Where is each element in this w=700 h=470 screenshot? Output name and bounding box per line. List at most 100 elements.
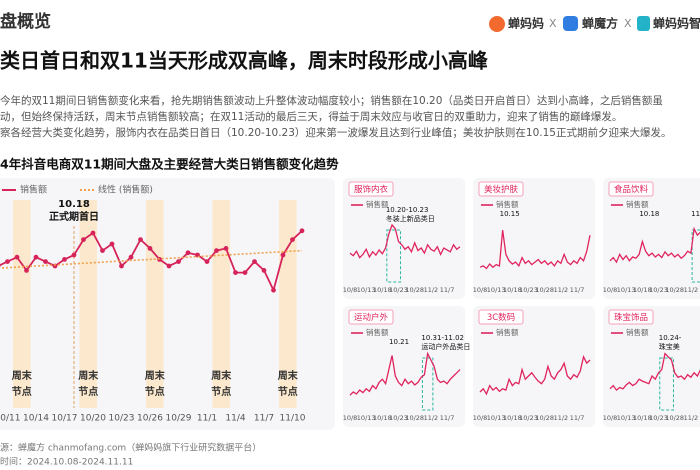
legend-label: 线性 (销售额) xyxy=(98,184,153,196)
chart-title: 食品饮料 xyxy=(614,184,649,195)
data-point xyxy=(204,259,210,264)
annotation: 10.15 xyxy=(500,210,520,218)
data-point xyxy=(52,263,58,269)
data-point xyxy=(14,254,20,260)
chart-panel xyxy=(343,306,465,427)
x-tick-label: 10/23 xyxy=(389,414,408,422)
chart-panel xyxy=(603,178,700,299)
x-tick-label: 11/2 xyxy=(424,286,439,294)
x-tick-label: 10/28 xyxy=(665,286,684,294)
paragraph: 动，但始终保持活跃，周末节点销售额较高；在双11活动的最后三天，得益于周末效应与… xyxy=(0,110,622,123)
x-tick-label: 10/13 xyxy=(357,286,376,294)
chart-title: 3C数码 xyxy=(487,312,515,323)
paragraph: 今年的双11期间日销售额变化来看，抢先期销售额波动上升整体波动幅度较小；销售额在… xyxy=(0,94,663,107)
x-tick-label: 10/14 xyxy=(23,414,49,424)
legend-label: 销售额 xyxy=(366,327,389,337)
x-tick-label: 10/8 xyxy=(343,286,358,294)
x-tick-label: 11/2 xyxy=(424,414,439,422)
source: 源：蝉魔方 chanmofang.com（蝉妈妈旗下行业研究数据平台） xyxy=(0,442,261,454)
x-tick-label: 11/7 xyxy=(254,414,274,424)
headline: 类日首日和双11当天形成双高峰，周末时段形成小高峰 xyxy=(0,49,488,73)
x-tick-label: 10/28 xyxy=(665,414,684,422)
series-line xyxy=(349,223,461,259)
band-label: 节点 xyxy=(145,385,165,398)
data-point xyxy=(109,241,115,247)
title-tag xyxy=(348,309,394,325)
series-line xyxy=(609,226,700,264)
chart-title: 美妆护肤 xyxy=(484,184,519,195)
data-point xyxy=(242,270,248,275)
data-point xyxy=(43,259,48,264)
chart-panel xyxy=(473,306,595,427)
brand: 蝉妈妈 xyxy=(508,16,544,31)
x-tick-label: 11/2 xyxy=(554,286,569,294)
legend-label: 销售额 xyxy=(626,199,649,209)
annotation-box xyxy=(659,357,674,411)
x-tick-label: 11/7 xyxy=(440,414,455,422)
x-tick-label: 10/8 xyxy=(473,286,488,294)
data-point xyxy=(138,237,143,243)
x-tick-label: 10/17 xyxy=(52,414,78,424)
x-tick-label: 10/18 xyxy=(373,286,392,294)
x-tick-label: 10/26 xyxy=(137,414,163,424)
data-point xyxy=(299,228,305,234)
x-tick-label: 11/7 xyxy=(570,286,585,294)
x-tick-label: 10/13 xyxy=(357,414,376,422)
series-line xyxy=(609,352,700,392)
annotation: 正式期首日 xyxy=(49,210,99,223)
x-tick-label: 10/13 xyxy=(617,414,636,422)
annotation: 冬装上新品类日 xyxy=(386,214,435,223)
data-point xyxy=(128,254,134,260)
data-point xyxy=(24,268,29,273)
legend-label: 销售额 xyxy=(496,199,519,209)
paragraph: 察各经营大类变化趋势，服饰内衣在品类日首日（10.20-10.23）迎来第一波爆… xyxy=(0,126,671,139)
weekend-band xyxy=(146,200,164,408)
x-tick-label: 11/7 xyxy=(440,286,455,294)
date-range: 时间：2024.10.08-2024.11.11 xyxy=(0,456,133,468)
title-tag xyxy=(478,309,524,325)
data-point xyxy=(90,230,96,236)
x-tick-label: 10/13 xyxy=(487,286,506,294)
data-point xyxy=(100,248,105,254)
x-tick-label: 10/28 xyxy=(405,414,424,422)
data-point xyxy=(280,252,286,258)
x-tick-label: 11/7 xyxy=(570,414,585,422)
series-line xyxy=(479,229,591,270)
legend-label: 销售额 xyxy=(496,327,519,337)
x-tick-label: 11/2 xyxy=(684,414,699,422)
x-tick-label: 11/2 xyxy=(554,414,569,422)
data-point xyxy=(214,248,219,254)
data-point xyxy=(166,263,172,269)
data-point xyxy=(33,254,39,260)
title-tag xyxy=(348,181,394,197)
x-tick-label: 10/18 xyxy=(503,286,522,294)
band-label: 周末 xyxy=(145,369,166,382)
x-tick-label: 10/11 xyxy=(0,414,20,424)
x-tick-label: 10/23 xyxy=(389,286,408,294)
x-tick-label: 10/23 xyxy=(649,286,668,294)
data-point xyxy=(5,259,10,264)
logo-icon xyxy=(489,16,505,32)
chart-title: 珠宝饰品 xyxy=(614,312,648,323)
series-line xyxy=(0,249,303,269)
chart-panel xyxy=(603,306,700,427)
figure-title: 4年抖音电商双11期间大盘及主要经营大类日销售额变化趋势 xyxy=(0,157,339,172)
x-tick-label: 10/8 xyxy=(473,414,488,422)
x-tick-label: 11/10 xyxy=(280,414,306,424)
x-tick-label: 11/1 xyxy=(197,414,217,424)
chart-title: 运动户外 xyxy=(354,312,389,323)
data-point xyxy=(81,237,86,243)
x-tick-label: 10/23 xyxy=(519,286,538,294)
data-point xyxy=(223,246,229,251)
x-tick-label: 10/28 xyxy=(405,286,424,294)
x-tick-label: 11/2 xyxy=(684,286,699,294)
x-tick-label: 10/8 xyxy=(603,286,618,294)
band-label: 周末 xyxy=(78,369,99,382)
data-point xyxy=(271,287,276,293)
x-tick-label: 10/13 xyxy=(487,414,506,422)
x-tick-label: 10/29 xyxy=(166,414,192,424)
x-tick-label: 10/18 xyxy=(633,286,652,294)
data-point xyxy=(290,237,295,243)
logo-icon xyxy=(563,16,578,31)
